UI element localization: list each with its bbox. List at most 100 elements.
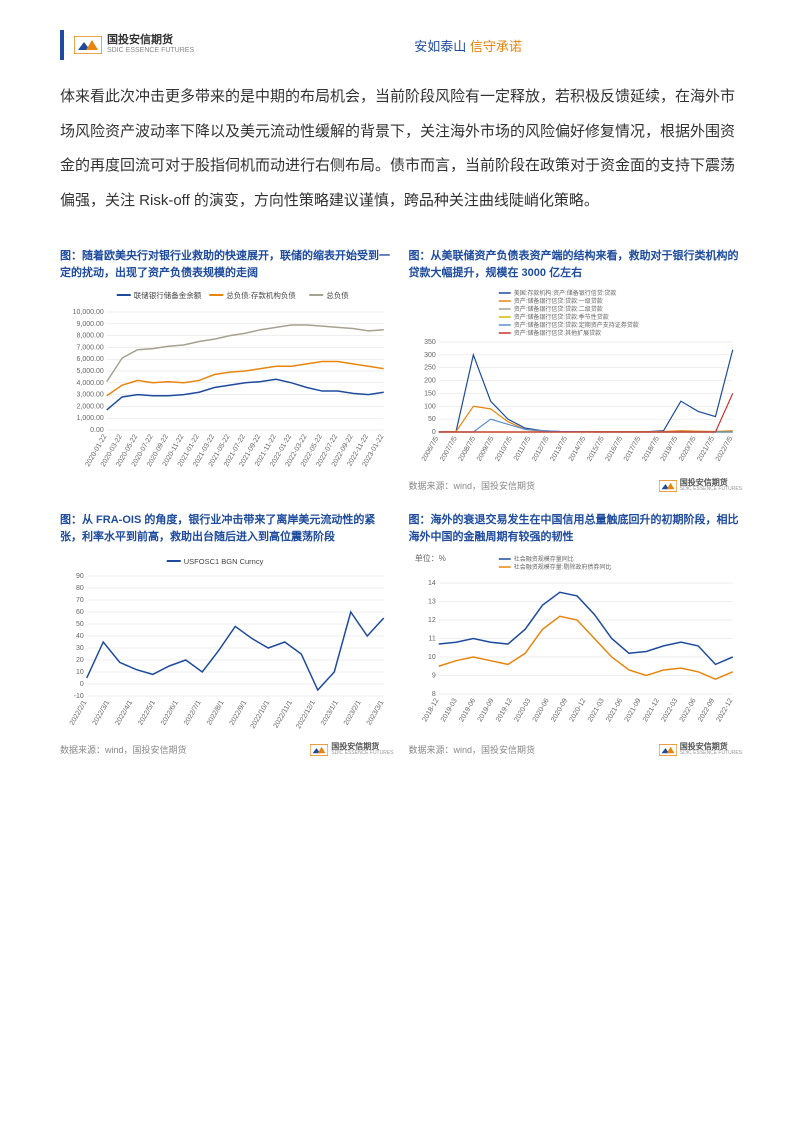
- svg-text:70: 70: [76, 597, 84, 604]
- svg-text:250: 250: [424, 365, 436, 372]
- svg-text:2006/7/5: 2006/7/5: [420, 435, 440, 462]
- svg-text:300: 300: [424, 352, 436, 359]
- svg-text:2021-09: 2021-09: [623, 697, 642, 723]
- svg-text:2021-06: 2021-06: [605, 697, 624, 723]
- svg-text:2,000.00: 2,000.00: [77, 403, 104, 410]
- tagline: 安如泰山 信守承诺: [194, 36, 742, 55]
- svg-text:2011/7/5: 2011/7/5: [512, 435, 531, 462]
- svg-text:50: 50: [76, 621, 84, 628]
- mini-logo: 国投安信期货SDIC ESSENCE FUTURES: [659, 479, 742, 492]
- chart-3-title: 图：从 FRA-OIS 的角度，银行业冲击带来了离岸美元流动性的紧张，利率水平到…: [60, 512, 394, 545]
- svg-text:2022/8/1: 2022/8/1: [206, 699, 226, 726]
- company-logo: 国投安信期货 SDIC ESSENCE FUTURES: [74, 34, 194, 56]
- svg-text:9,000.00: 9,000.00: [77, 321, 104, 328]
- chart-4-title: 图：海外的衰退交易发生在中国信用总量触底回升的初期阶段，相比海外中国的金融周期有…: [409, 512, 743, 545]
- svg-text:40: 40: [76, 633, 84, 640]
- svg-text:2023/3/1: 2023/3/1: [366, 699, 386, 726]
- svg-text:2021-12: 2021-12: [642, 697, 661, 723]
- mini-logo: 国投安信期货SDIC ESSENCE FUTURES: [310, 743, 393, 756]
- svg-text:8,000.00: 8,000.00: [77, 333, 104, 340]
- svg-text:2021/7/5: 2021/7/5: [696, 435, 716, 462]
- svg-text:20: 20: [76, 657, 84, 664]
- svg-text:社会融资规模存量:剔除政府债券同比: 社会融资规模存量:剔除政府债券同比: [513, 563, 611, 571]
- svg-text:2022-09: 2022-09: [697, 697, 716, 723]
- svg-text:2022-06: 2022-06: [678, 697, 697, 723]
- svg-text:2022/7/1: 2022/7/1: [183, 699, 203, 726]
- svg-text:12: 12: [427, 617, 435, 624]
- svg-text:5,000.00: 5,000.00: [77, 368, 104, 375]
- svg-text:美国:存款机构:资产:储备银行信贷:贷款: 美国:存款机构:资产:储备银行信贷:贷款: [513, 289, 616, 297]
- tagline-part2: 信守承诺: [470, 39, 522, 54]
- svg-text:200: 200: [424, 378, 436, 385]
- company-name-en: SDIC ESSENCE FUTURES: [107, 47, 194, 55]
- chart-3-source: 数据来源：wind，国投安信期货: [60, 743, 187, 756]
- svg-text:0.00: 0.00: [90, 427, 104, 434]
- svg-text:联储银行储备金余额: 联储银行储备金余额: [134, 290, 202, 300]
- svg-text:90: 90: [76, 573, 84, 580]
- chart-2: 图：从美联储资产负债表资产端的结构来看，救助对于银行类机构的贷款大幅提升，规模在…: [409, 248, 743, 492]
- svg-text:80: 80: [76, 585, 84, 592]
- svg-text:2013/7/5: 2013/7/5: [549, 435, 569, 462]
- chart-3-area: -1001020304050607080902022/2/12022/3/120…: [60, 551, 394, 736]
- svg-text:2015/7/5: 2015/7/5: [586, 435, 606, 462]
- chart-2-source: 数据来源：wind，国投安信期货: [409, 479, 536, 492]
- body-paragraph: 体来看此次冲击更多带来的是中期的布局机会，当前阶段风险有一定释放，若积极反馈延续…: [60, 80, 742, 218]
- svg-text:1,000.00: 1,000.00: [77, 415, 104, 422]
- svg-text:总负债:存款机构负债: 总负债:存款机构负债: [226, 290, 296, 300]
- svg-text:4,000.00: 4,000.00: [77, 380, 104, 387]
- svg-text:总负债: 总负债: [326, 290, 349, 300]
- svg-text:2019-06: 2019-06: [458, 697, 477, 723]
- svg-text:2022-03: 2022-03: [660, 697, 679, 723]
- svg-text:资产:储备银行信贷:贷款:一级贷款: 资产:储备银行信贷:贷款:一级贷款: [513, 297, 602, 305]
- svg-text:资产:储备银行信贷:贷款:定期资产支持证券贷款: 资产:储备银行信贷:贷款:定期资产支持证券贷款: [513, 321, 638, 329]
- svg-text:3,000.00: 3,000.00: [77, 392, 104, 399]
- logo-icon: [659, 480, 677, 492]
- svg-text:2023/2/1: 2023/2/1: [343, 699, 363, 726]
- page-header: 国投安信期货 SDIC ESSENCE FUTURES 安如泰山 信守承诺: [60, 30, 742, 60]
- logo-icon: [74, 36, 102, 54]
- svg-text:2012/7/5: 2012/7/5: [531, 435, 551, 462]
- svg-text:2017/7/5: 2017/7/5: [622, 435, 642, 462]
- svg-text:2020-09: 2020-09: [550, 697, 569, 723]
- svg-text:单位：%: 单位：%: [414, 553, 445, 563]
- svg-text:14: 14: [427, 580, 435, 587]
- svg-text:7,000.00: 7,000.00: [77, 344, 104, 351]
- svg-text:社会融资规模存量同比: 社会融资规模存量同比: [513, 555, 573, 563]
- svg-text:2014/7/5: 2014/7/5: [567, 435, 587, 462]
- svg-text:350: 350: [424, 339, 436, 346]
- svg-text:2022/11/1: 2022/11/1: [273, 699, 294, 729]
- svg-text:2022/5/1: 2022/5/1: [137, 699, 157, 726]
- svg-text:13: 13: [427, 599, 435, 606]
- svg-text:资产:储备银行信贷:其他扩展贷款: 资产:储备银行信贷:其他扩展贷款: [513, 329, 600, 337]
- svg-text:2008/7/5: 2008/7/5: [457, 435, 477, 462]
- svg-text:2022/10/1: 2022/10/1: [250, 699, 272, 730]
- svg-text:2021-03: 2021-03: [586, 697, 605, 723]
- svg-text:2020-03: 2020-03: [513, 697, 532, 723]
- svg-text:2022/7/5: 2022/7/5: [714, 435, 734, 462]
- svg-text:2018/7/5: 2018/7/5: [641, 435, 661, 462]
- svg-text:-10: -10: [74, 693, 84, 700]
- svg-text:2023/1/1: 2023/1/1: [320, 699, 340, 726]
- svg-text:10: 10: [427, 654, 435, 661]
- svg-text:资产:储备银行信贷:贷款:季节性贷款: 资产:储备银行信贷:贷款:季节性贷款: [513, 313, 608, 321]
- svg-text:2010/7/5: 2010/7/5: [494, 435, 514, 462]
- header-accent-bar: [60, 30, 64, 60]
- svg-text:2022/2/1: 2022/2/1: [69, 699, 89, 726]
- logo-icon: [310, 744, 328, 756]
- chart-1: 图：随着欧美央行对银行业救助的快速展开，联储的缩表开始受到一定的扰动，出现了资产…: [60, 248, 394, 492]
- svg-text:0: 0: [431, 429, 435, 436]
- svg-text:8: 8: [431, 691, 435, 698]
- tagline-part1: 安如泰山: [414, 39, 466, 54]
- svg-text:2022/9/1: 2022/9/1: [229, 699, 249, 726]
- svg-text:2022-12: 2022-12: [715, 697, 734, 723]
- svg-text:2019-03: 2019-03: [439, 697, 458, 723]
- svg-text:2022/6/1: 2022/6/1: [160, 699, 180, 726]
- company-name-zh: 国投安信期货: [107, 34, 194, 47]
- chart-1-title: 图：随着欧美央行对银行业救助的快速展开，联储的缩表开始受到一定的扰动，出现了资产…: [60, 248, 394, 281]
- svg-text:2022/3/1: 2022/3/1: [92, 699, 112, 726]
- svg-text:11: 11: [428, 636, 435, 643]
- svg-text:2019-09: 2019-09: [476, 697, 495, 723]
- svg-text:2020-06: 2020-06: [531, 697, 550, 723]
- svg-text:100: 100: [424, 403, 436, 410]
- svg-text:10: 10: [76, 669, 84, 676]
